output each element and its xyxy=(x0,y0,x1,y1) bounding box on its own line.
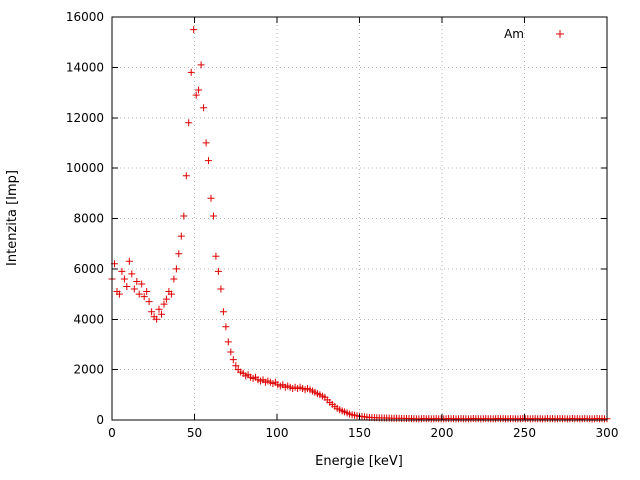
y-tick-label: 6000 xyxy=(73,262,104,276)
x-tick-label: 200 xyxy=(431,426,454,440)
x-tick-label: 100 xyxy=(266,426,289,440)
x-tick-label: 300 xyxy=(596,426,619,440)
y-tick-label: 12000 xyxy=(66,111,104,125)
y-tick-label: 8000 xyxy=(73,212,104,226)
y-tick-label: 16000 xyxy=(66,10,104,24)
y-tick-label: 2000 xyxy=(73,363,104,377)
legend-marker-plus-icon xyxy=(556,30,564,38)
x-tick-label: 0 xyxy=(108,426,116,440)
x-axis-label: Energie [keV] xyxy=(315,454,403,469)
legend-plus-icon xyxy=(556,30,564,38)
y-tick-label: 14000 xyxy=(66,60,104,74)
x-tick-label: 150 xyxy=(348,426,371,440)
axis-ticks: 0 50 100 150 200 250 300 0 2000 4000 6000 8000 10000… xyxy=(66,10,619,440)
x-tick-label: 50 xyxy=(187,426,202,440)
y-tick-label: 4000 xyxy=(73,312,104,326)
x-tick-label: 250 xyxy=(513,426,536,440)
legend-series-label: Am xyxy=(504,27,524,41)
y-tick-label: 0 xyxy=(96,413,104,427)
y-tick-label: 10000 xyxy=(66,161,104,175)
y-axis-label: Intenzita [Imp] xyxy=(5,170,20,266)
legend: Am xyxy=(504,27,564,41)
